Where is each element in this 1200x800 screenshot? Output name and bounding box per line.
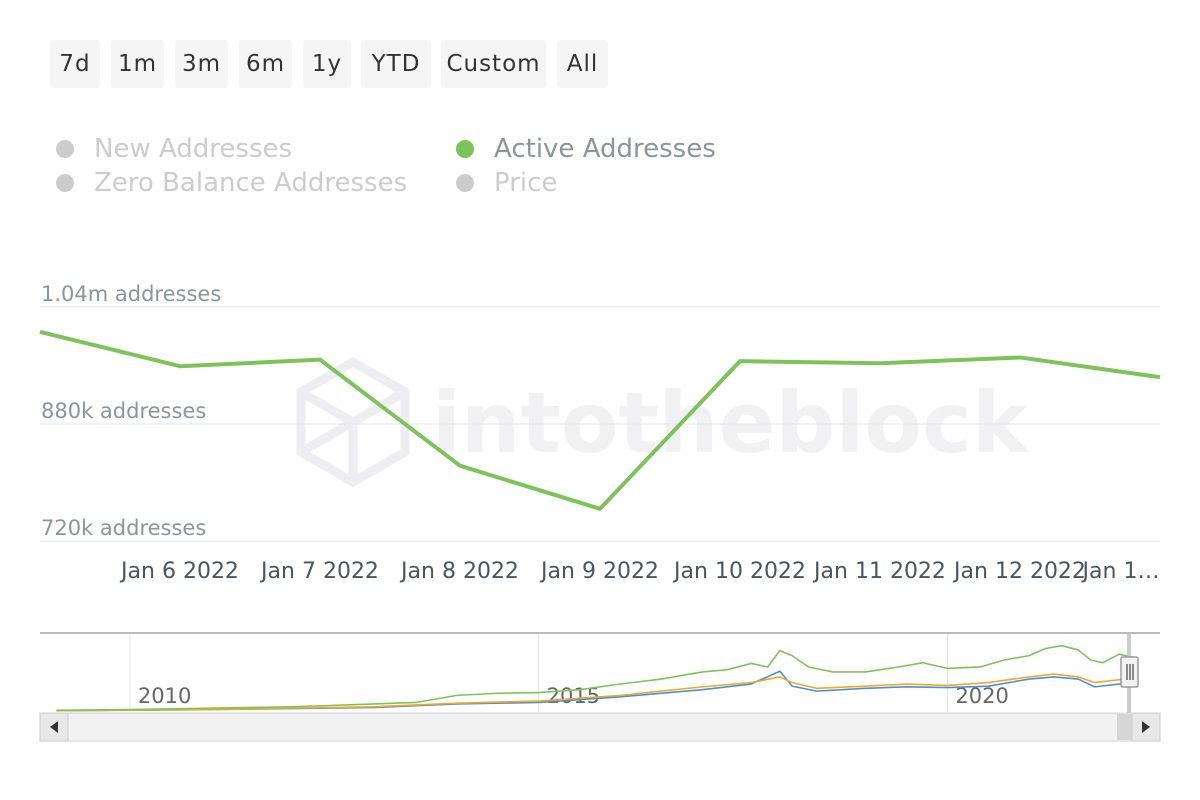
scrollbar-thumb-end xyxy=(1117,714,1132,740)
x-tick-label: Jan 7 2022 xyxy=(259,559,379,584)
data-point[interactable] xyxy=(737,358,743,364)
x-tick-label: Jan 11 2022 xyxy=(812,559,946,584)
range-button-7d[interactable]: 7d xyxy=(50,40,100,88)
data-point[interactable] xyxy=(597,506,603,512)
y-axis-labels: 720k addresses 880k addresses 1.04m addres… xyxy=(41,282,221,540)
navigator-series xyxy=(56,644,1136,712)
data-point[interactable] xyxy=(1157,374,1163,380)
data-point[interactable] xyxy=(1017,354,1023,360)
navigator-line-new-addresses xyxy=(56,670,1136,712)
legend-item-new-addresses[interactable]: New Addresses xyxy=(56,134,292,164)
navigator-year-label: 2020 xyxy=(955,684,1008,708)
data-point[interactable] xyxy=(317,357,323,363)
y-tick-label: 720k addresses xyxy=(41,516,206,540)
data-point[interactable] xyxy=(37,329,43,335)
scrollbar-thumb[interactable] xyxy=(68,714,1118,740)
legend-item-zero-balance-addresses[interactable]: Zero Balance Addresses xyxy=(56,168,407,198)
legend-label: Active Addresses xyxy=(494,134,716,164)
x-tick-label: Jan 6 2022 xyxy=(119,559,239,584)
main-chart: intotheblock 720k addresses 880k addresse… xyxy=(37,282,1163,584)
watermark: intotheblock xyxy=(296,356,1030,488)
navigator-line-zero-balance-addresses xyxy=(56,673,1136,712)
x-tick-label: Jan 12 2022 xyxy=(952,559,1086,584)
x-tick-label: Jan 10 2022 xyxy=(672,559,806,584)
navigator-line-active-addresses xyxy=(56,644,1136,712)
legend-dot-icon xyxy=(456,174,474,192)
legend-item-price[interactable]: Price xyxy=(456,168,557,198)
range-button-1m[interactable]: 1m xyxy=(111,40,164,88)
legend-dot-icon xyxy=(56,174,74,192)
gridlines xyxy=(40,306,1160,542)
y-tick-label: 1.04m addresses xyxy=(41,282,221,306)
arrow-right-icon xyxy=(1142,721,1150,733)
legend-label: Price xyxy=(494,168,558,198)
series-layer xyxy=(37,329,1163,512)
navigator-handle[interactable] xyxy=(1120,656,1139,688)
range-button-1y[interactable]: 1y xyxy=(303,40,351,88)
x-tick-label: Jan 8 2022 xyxy=(399,559,519,584)
x-tick-label: Jan 1… xyxy=(1081,559,1160,584)
legend-label: Zero Balance Addresses xyxy=(94,168,408,198)
series-line-active-addresses[interactable] xyxy=(39,329,1161,511)
legend-dot-icon xyxy=(456,140,474,158)
range-button-3m[interactable]: 3m xyxy=(175,40,228,88)
scrollbar-left-button[interactable] xyxy=(39,712,69,742)
data-point[interactable] xyxy=(177,363,183,369)
navigator-gridlines: 2010 2015 2020 xyxy=(129,634,1009,712)
y-tick-label: 880k addresses xyxy=(41,399,206,423)
x-tick-label: Jan 9 2022 xyxy=(539,559,659,584)
data-point[interactable] xyxy=(457,463,463,469)
range-button-custom[interactable]: Custom xyxy=(441,40,546,88)
navigator-year-label: 2010 xyxy=(138,684,191,708)
range-button-ytd[interactable]: YTD xyxy=(361,40,431,88)
legend-dot-icon xyxy=(56,140,74,158)
range-button-6m[interactable]: 6m xyxy=(239,40,292,88)
legend-label: New Addresses xyxy=(94,134,293,164)
watermark-text: intotheblock xyxy=(432,374,1030,472)
legend-item-active-addresses[interactable]: Active Addresses xyxy=(456,134,716,164)
watermark-logo-icon xyxy=(296,356,410,488)
x-axis-labels: Jan 6 2022 Jan 7 2022 Jan 8 2022 Jan 9 2022… xyxy=(119,559,1159,584)
arrow-left-icon xyxy=(50,721,58,733)
range-button-all[interactable]: All xyxy=(557,40,608,88)
scrollbar-right-button[interactable] xyxy=(1131,712,1161,742)
data-point[interactable] xyxy=(877,360,883,366)
